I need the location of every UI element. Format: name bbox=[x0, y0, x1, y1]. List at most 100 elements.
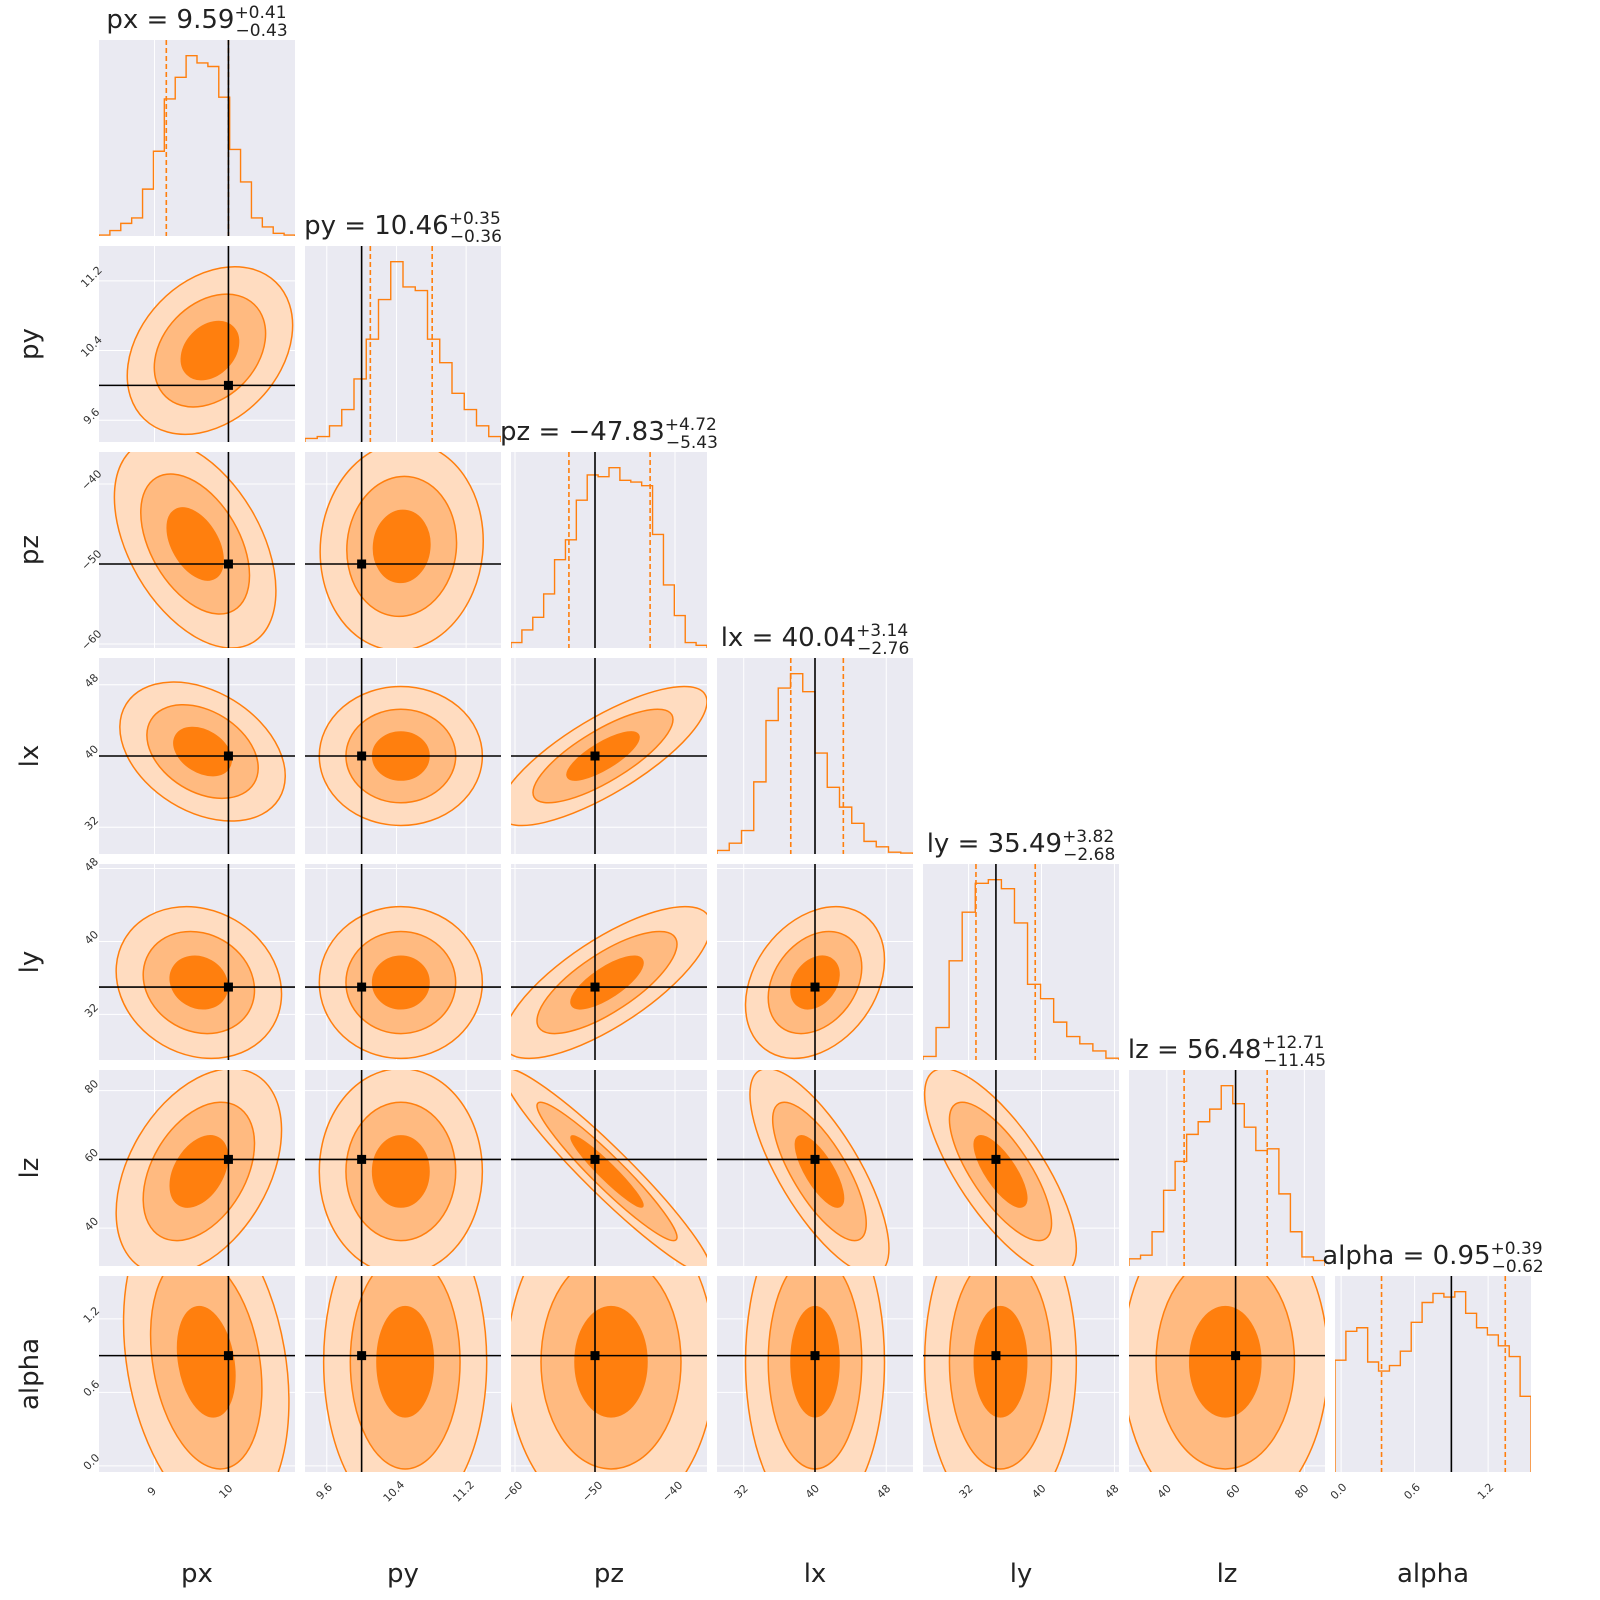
panel-px-pz bbox=[99, 452, 295, 648]
panel-pz-lz bbox=[511, 1070, 707, 1266]
truth-marker bbox=[590, 751, 600, 761]
axis-label-lx: lx bbox=[15, 745, 45, 768]
truth-marker bbox=[223, 982, 233, 992]
tick-label-x-lz: 60 bbox=[1224, 1482, 1243, 1501]
panel-px-lz bbox=[99, 1070, 295, 1266]
tick-label-y-lz: 40 bbox=[82, 1215, 101, 1234]
histogram-alpha bbox=[1335, 1290, 1531, 1472]
axis-label-pz: pz bbox=[15, 535, 45, 565]
contour-level-3 bbox=[570, 955, 644, 1010]
truth-marker bbox=[357, 751, 367, 761]
panel-alpha-alpha bbox=[1335, 1276, 1531, 1472]
tick-label-x-pz: −50 bbox=[580, 1479, 606, 1505]
tick-label-y-ly: 32 bbox=[82, 1001, 101, 1020]
tick-label-x-lx: 40 bbox=[803, 1482, 822, 1501]
panel-lx-lx bbox=[717, 658, 913, 854]
axis-label-lz: lz bbox=[15, 1158, 45, 1179]
tick-label-x-py: 9.6 bbox=[314, 1481, 336, 1503]
tick-label-y-lz: 80 bbox=[82, 1077, 101, 1096]
tick-label-x-pz: −60 bbox=[500, 1479, 526, 1505]
tick-label-x-lx: 48 bbox=[874, 1482, 893, 1501]
contour-level-3 bbox=[376, 1305, 435, 1418]
panel-ly-ly bbox=[923, 864, 1119, 1060]
axis-label-ly: ly bbox=[1010, 1559, 1033, 1589]
truth-marker bbox=[223, 559, 233, 569]
param-title-pz: pz = −47.83+4.72 −5.43 bbox=[500, 415, 718, 453]
truth-marker bbox=[357, 982, 367, 992]
panel-py-pz bbox=[305, 452, 501, 648]
panel-py-ly bbox=[305, 864, 501, 1060]
truth-marker bbox=[223, 380, 233, 390]
contour-level-3 bbox=[574, 1305, 648, 1418]
truth-marker bbox=[1231, 1351, 1241, 1361]
truth-marker bbox=[590, 1351, 600, 1361]
tick-label-x-ly: 48 bbox=[1102, 1482, 1121, 1501]
tick-label-y-ly: 40 bbox=[82, 928, 101, 947]
contour-level-3 bbox=[166, 507, 224, 581]
panel-ly-alpha bbox=[923, 1276, 1119, 1472]
truth-marker bbox=[223, 751, 233, 761]
truth-marker bbox=[810, 1154, 820, 1164]
tick-label-x-pz: −40 bbox=[660, 1479, 686, 1505]
tick-label-y-lz: 60 bbox=[82, 1146, 101, 1165]
truth-marker bbox=[357, 559, 367, 569]
panel-py-py bbox=[305, 246, 501, 442]
contour-level-3 bbox=[180, 320, 240, 381]
axis-label-alpha: alpha bbox=[1397, 1559, 1469, 1589]
truth-marker bbox=[357, 1154, 367, 1164]
param-title-lx: lx = 40.04+3.14 −2.76 bbox=[721, 621, 910, 659]
contour-level-3 bbox=[570, 1135, 644, 1208]
panel-lx-alpha bbox=[717, 1276, 913, 1472]
param-title-alpha: alpha = 0.95+0.39 −0.62 bbox=[1322, 1239, 1544, 1277]
panel-pz-alpha bbox=[511, 1276, 707, 1472]
axis-label-px: px bbox=[181, 1559, 213, 1589]
param-title-px: px = 9.59+0.41 −0.43 bbox=[106, 3, 287, 41]
contour-level-3 bbox=[371, 955, 430, 1010]
panel-ly-lz bbox=[923, 1070, 1119, 1266]
panel-background bbox=[923, 864, 1119, 1060]
panel-background bbox=[1335, 1276, 1531, 1472]
histogram-px bbox=[99, 54, 295, 236]
tick-label-x-px: 9 bbox=[145, 1484, 159, 1498]
panel-px-alpha bbox=[99, 1276, 295, 1472]
contour-level-3 bbox=[973, 1305, 1028, 1418]
axis-label-lx: lx bbox=[804, 1559, 827, 1589]
truth-marker bbox=[810, 982, 820, 992]
tick-label-x-lz: 80 bbox=[1292, 1482, 1311, 1501]
contour-level-3 bbox=[794, 1135, 845, 1208]
tick-label-x-alpha: 0.6 bbox=[1401, 1481, 1423, 1503]
truth-marker bbox=[223, 1351, 233, 1361]
tick-label-x-lz: 40 bbox=[1155, 1482, 1174, 1501]
param-title-py: py = 10.46+0.35 −0.36 bbox=[304, 209, 502, 247]
tick-label-x-py: 11.2 bbox=[450, 1478, 477, 1505]
histogram-py bbox=[305, 260, 501, 442]
panel-px-px bbox=[99, 40, 295, 236]
panel-px-lx bbox=[99, 658, 295, 854]
histogram-ly bbox=[923, 878, 1119, 1060]
axis-label-py: py bbox=[15, 328, 45, 360]
truth-marker bbox=[991, 1154, 1001, 1164]
axis-label-alpha: alpha bbox=[15, 1338, 45, 1410]
panel-lx-ly bbox=[717, 864, 913, 1060]
tick-label-y-lx: 32 bbox=[82, 814, 101, 833]
contour-level-3 bbox=[371, 1135, 430, 1208]
param-title-lz: lz = 56.48+12.71 −11.45 bbox=[1128, 1033, 1326, 1071]
axis-label-ly: ly bbox=[15, 951, 45, 974]
panel-py-lz bbox=[305, 1070, 501, 1266]
contour-level-3 bbox=[169, 955, 229, 1010]
truth-marker bbox=[223, 1154, 233, 1164]
tick-label-x-px: 10 bbox=[216, 1482, 235, 1501]
histogram-pz bbox=[511, 466, 707, 648]
panel-pz-lx bbox=[511, 658, 707, 854]
panel-py-lx bbox=[305, 658, 501, 854]
truth-marker bbox=[357, 1351, 367, 1361]
tick-label-x-ly: 40 bbox=[1029, 1482, 1048, 1501]
param-title-ly: ly = 35.49+3.82 −2.68 bbox=[927, 827, 1116, 865]
panel-pz-ly bbox=[511, 864, 707, 1060]
axis-label-lz: lz bbox=[1217, 1559, 1238, 1589]
panel-lz-alpha bbox=[1129, 1276, 1325, 1472]
contour-level-3 bbox=[176, 1305, 236, 1418]
axis-label-pz: pz bbox=[594, 1559, 624, 1589]
tick-label-x-ly: 32 bbox=[957, 1482, 976, 1501]
